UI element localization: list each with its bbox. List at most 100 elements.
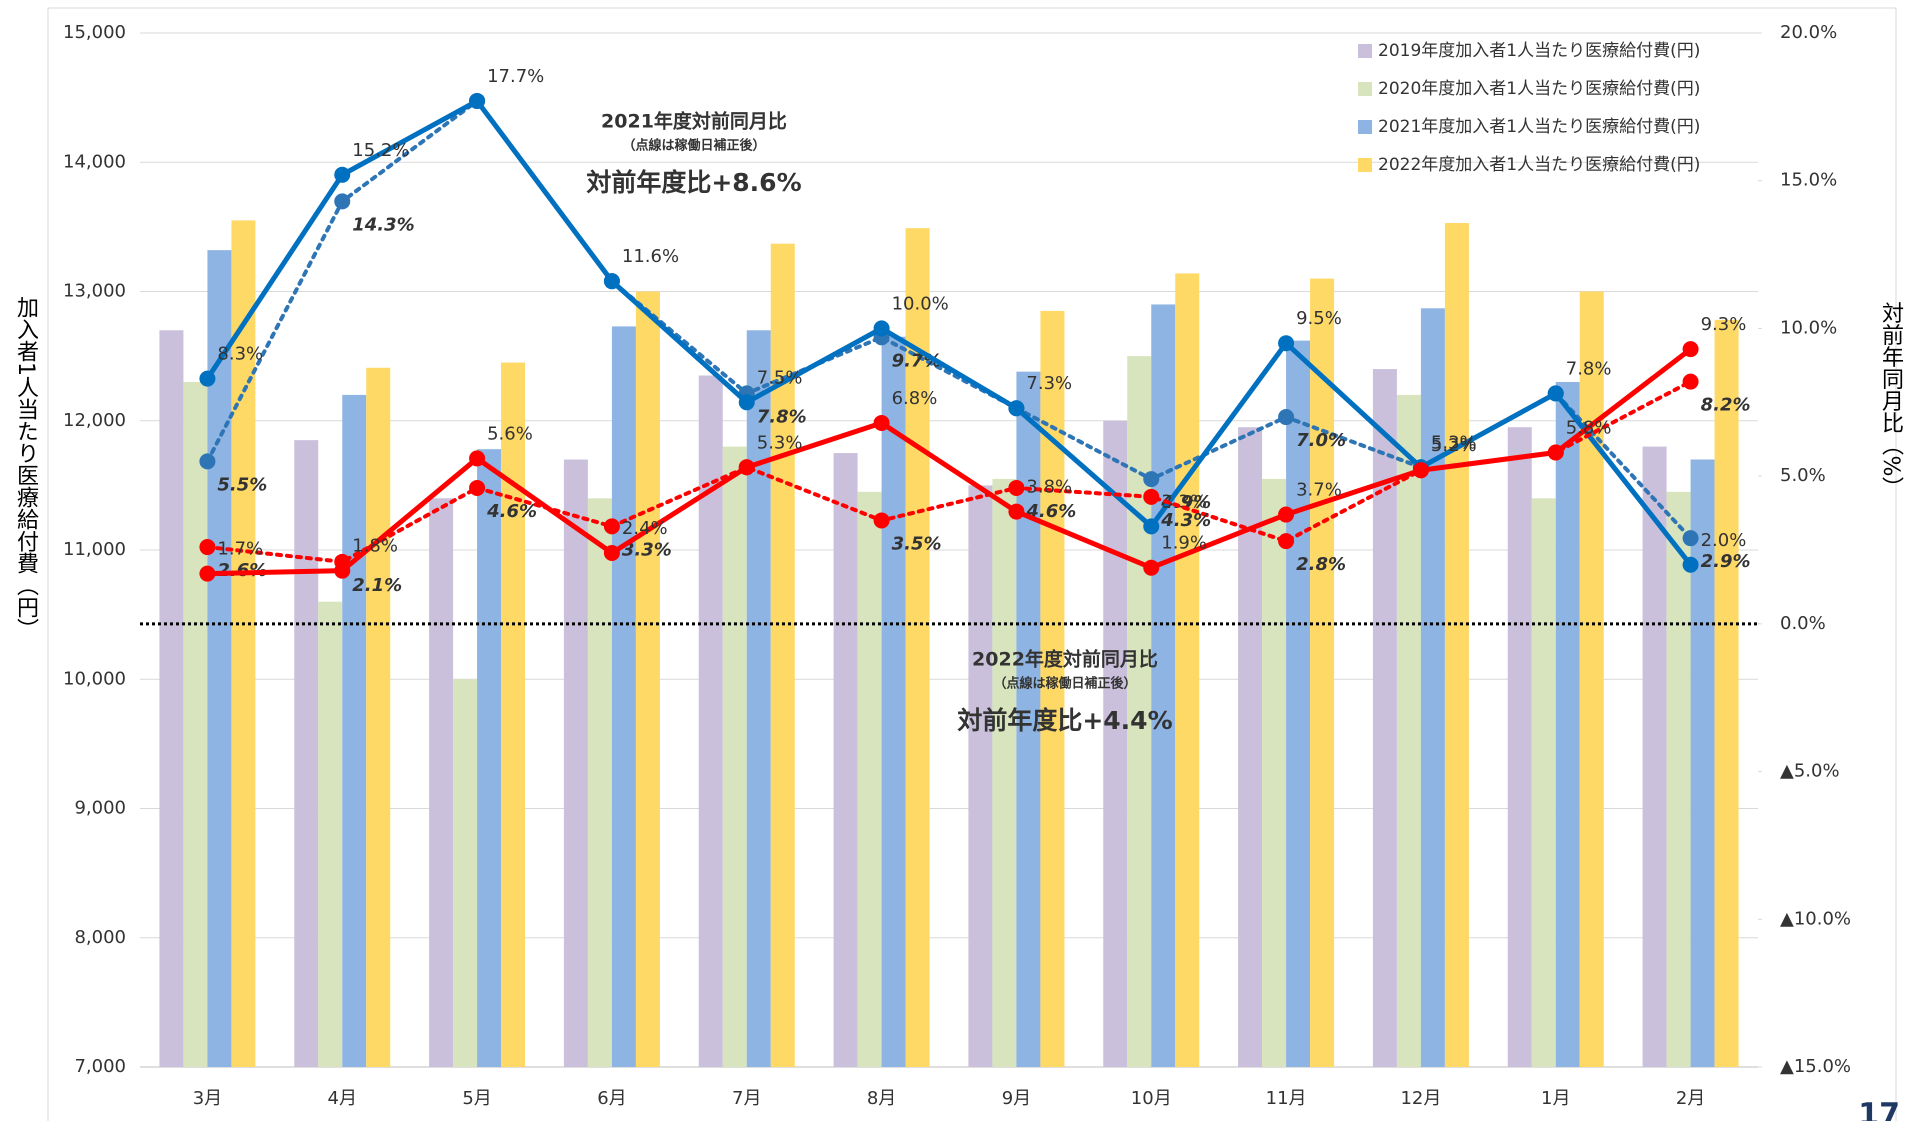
data-label: 10.0% (892, 293, 949, 314)
bar (429, 498, 454, 1067)
bar (722, 446, 747, 1068)
line-point (469, 479, 486, 496)
line-point (199, 453, 216, 470)
bar (1262, 478, 1287, 1068)
data-label: 4.6% (486, 501, 537, 522)
y-tick-label: 11,000 (63, 539, 126, 560)
data-label: 7.0% (1296, 430, 1346, 451)
bar (501, 362, 526, 1067)
data-label: 8.3% (217, 344, 263, 365)
x-tick-label: 6月 (597, 1088, 626, 1109)
legend-label: 2022年度加入者1人当たり医療給付費(円) (1378, 155, 1700, 175)
bar (1175, 273, 1200, 1067)
line-point (603, 273, 620, 290)
line-point (199, 370, 216, 387)
bar (992, 478, 1017, 1068)
data-label: 5.6% (487, 423, 533, 444)
line-point (199, 565, 216, 582)
y-tick-label: 12,000 (63, 410, 126, 431)
data-label: 3.3% (622, 539, 672, 560)
x-tick-label: 10月 (1131, 1088, 1172, 1109)
bar (1151, 304, 1176, 1067)
data-label: 1.9% (1161, 533, 1207, 554)
y-tick-label: 9,000 (74, 798, 126, 819)
data-label: 9.5% (1296, 308, 1342, 329)
line-point (1008, 503, 1025, 520)
line-point (1278, 533, 1295, 550)
bar (318, 601, 343, 1067)
data-label: 5.8% (1566, 418, 1612, 439)
data-label: 4.6% (1025, 501, 1076, 522)
bar (159, 330, 184, 1067)
bar (611, 326, 636, 1068)
y2-tick-label: 20.0% (1780, 22, 1837, 43)
line-point (1682, 530, 1699, 547)
bar (294, 440, 319, 1067)
x-tick-label: 8月 (867, 1088, 896, 1109)
data-label: 3.3% (1161, 491, 1207, 512)
line-point (603, 544, 620, 561)
bar (1420, 308, 1445, 1067)
bar (1555, 381, 1580, 1068)
annotation-summary: 対前年度比+8.6% (586, 168, 801, 197)
bar (1310, 278, 1335, 1067)
data-label: 5.3% (1431, 432, 1477, 453)
x-tick-label: 11月 (1266, 1088, 1307, 1109)
bar (905, 228, 930, 1068)
bar (366, 367, 391, 1067)
bar (207, 250, 232, 1067)
line-point (1547, 444, 1564, 461)
bar (1372, 369, 1397, 1067)
bar (881, 336, 906, 1067)
data-label: 4.3% (1160, 510, 1211, 531)
data-label: 11.6% (622, 246, 679, 267)
y-tick-label: 8,000 (74, 927, 126, 948)
y2-tick-label: 0.0% (1780, 613, 1826, 634)
line-point (1143, 518, 1160, 535)
line-point (469, 450, 486, 467)
line-point (1143, 559, 1160, 576)
x-tick-label: 1月 (1541, 1088, 1570, 1109)
data-label: 3.5% (892, 533, 942, 554)
line-point (1278, 506, 1295, 523)
bar (635, 291, 660, 1067)
line-point (1278, 335, 1295, 352)
line-point (873, 414, 890, 431)
bar (231, 220, 256, 1068)
line-point (334, 193, 351, 210)
chart-frame (47, 7, 1897, 1121)
annotation-title: 2022年度対前同月比 (972, 648, 1158, 671)
data-label: 5.5% (217, 474, 267, 495)
line-point (469, 92, 486, 109)
x-tick-label: 5月 (462, 1088, 491, 1109)
line-point (1682, 373, 1699, 390)
bar (1714, 319, 1739, 1067)
line-point (1008, 479, 1025, 496)
line-point (873, 512, 890, 529)
y2-tick-label: 5.0% (1780, 465, 1826, 486)
bar (1579, 291, 1604, 1067)
data-label: 7.3% (1026, 373, 1072, 394)
bar (453, 679, 478, 1067)
bar (968, 485, 993, 1067)
line-point (1682, 341, 1699, 358)
data-label: 7.8% (1566, 358, 1612, 379)
x-tick-label: 4月 (328, 1088, 357, 1109)
bar (1286, 340, 1311, 1067)
data-label: 3.7% (1296, 480, 1342, 501)
y2-tick-label: ▲15.0% (1780, 1056, 1851, 1077)
bar (857, 491, 882, 1067)
data-label: 2.0% (1701, 530, 1747, 551)
bar (587, 498, 612, 1067)
x-tick-label: 7月 (732, 1088, 761, 1109)
legend-swatch (1358, 120, 1372, 134)
legend-label: 2020年度加入者1人当たり医療給付費(円) (1378, 79, 1700, 99)
line-point (1682, 556, 1699, 573)
legend-label: 2021年度加入者1人当たり医療給付費(円) (1378, 117, 1700, 137)
line-point (873, 320, 890, 337)
legend-swatch (1358, 158, 1372, 172)
line-point (1143, 471, 1160, 488)
bar (1666, 491, 1691, 1067)
annotation-title: 2021年度対前同月比 (601, 110, 787, 133)
